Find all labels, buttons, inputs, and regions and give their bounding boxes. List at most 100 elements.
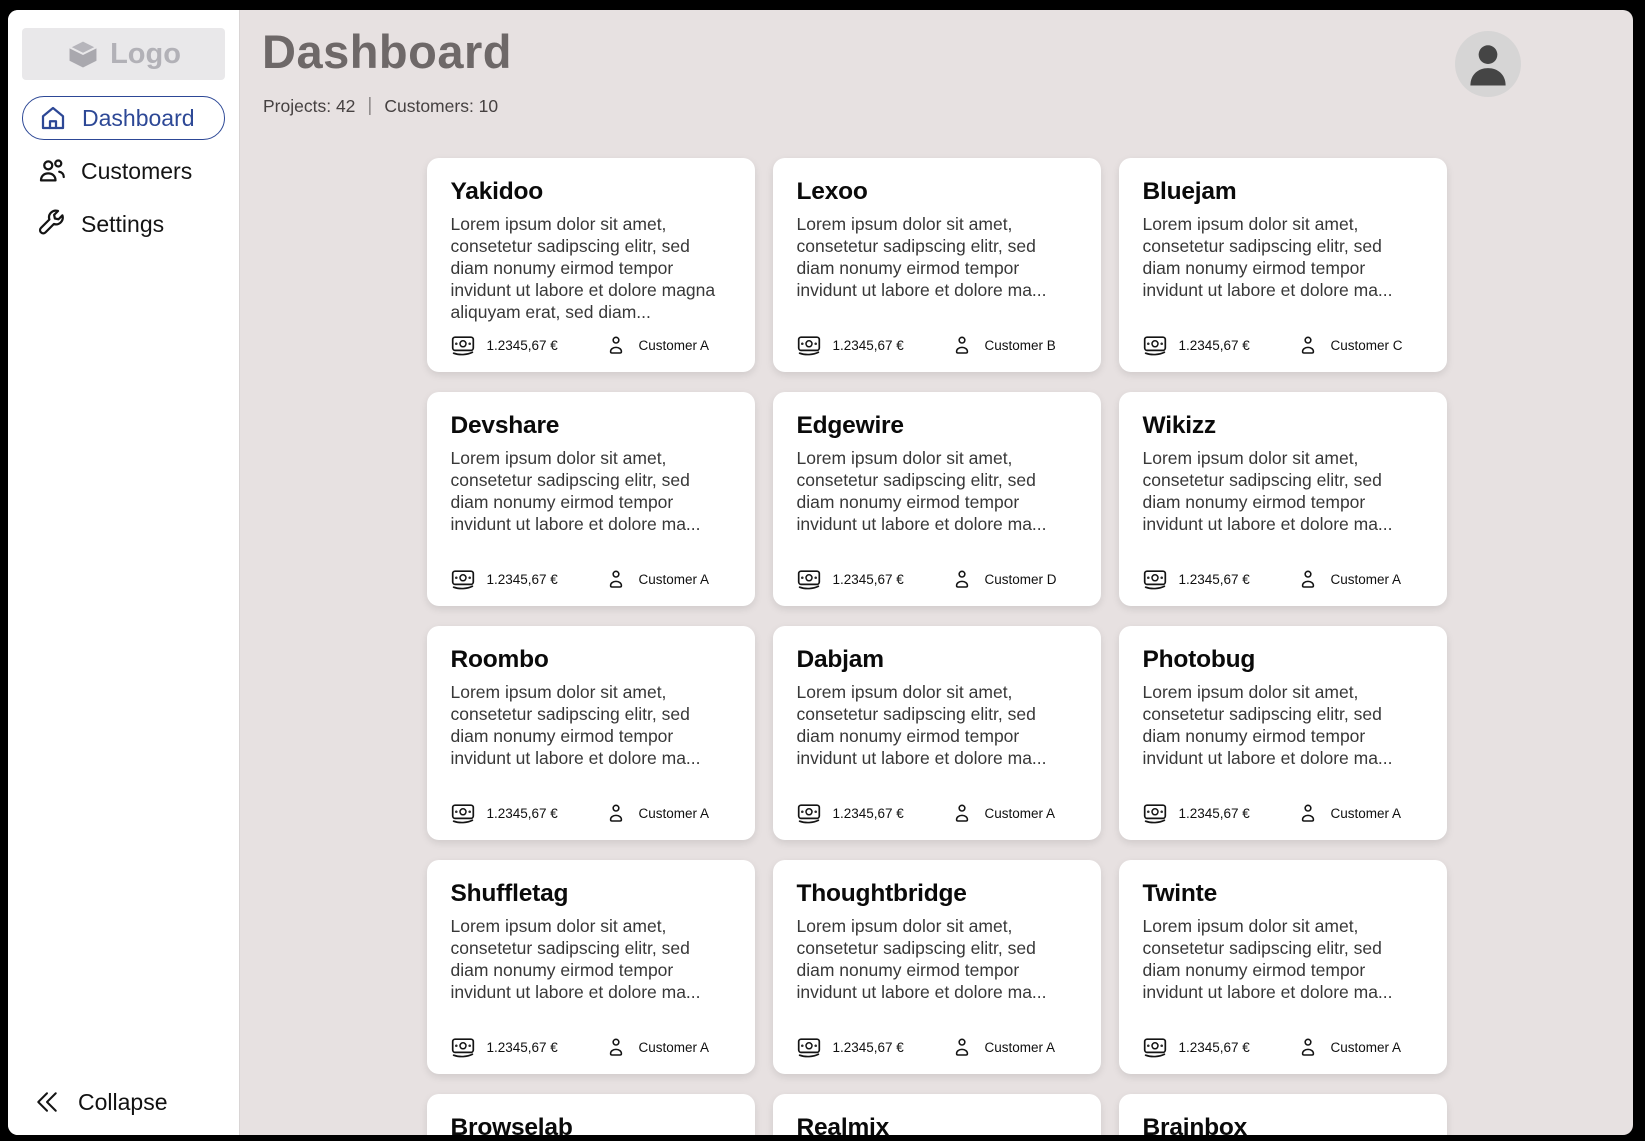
card-customer: Customer A: [1330, 571, 1402, 587]
card-title: Twinte: [1142, 880, 1218, 907]
sidebar-item-label: Customers: [81, 157, 193, 184]
card-title: Dabjam: [796, 646, 885, 673]
project-card[interactable]: Devshare Lorem ipsum dolor sit amet, con…: [426, 392, 755, 606]
card-footer: 1.2345,67 € Customer A: [451, 1036, 731, 1058]
card-customer: Customer C: [1330, 337, 1403, 353]
project-card[interactable]: Edgewire Lorem ipsum dolor sit amet, con…: [772, 392, 1101, 606]
card-title: Roombo: [450, 646, 549, 673]
collapse-button[interactable]: Collapse: [32, 1087, 168, 1117]
project-card-partial[interactable]: Brainbox: [1118, 1094, 1447, 1135]
sidebar-item-customers[interactable]: Customers: [22, 149, 225, 193]
banknote-icon: [451, 569, 475, 590]
card-footer: 1.2345,67 € Customer A: [797, 802, 1077, 824]
sidebar-item-label: Settings: [81, 210, 165, 237]
project-card[interactable]: Roombo Lorem ipsum dolor sit amet, conse…: [426, 626, 755, 840]
person-icon: [1297, 334, 1319, 356]
card-amount: 1.2345,67 €: [486, 571, 558, 587]
card-customer: Customer A: [638, 337, 710, 353]
card-footer: 1.2345,67 € Customer B: [797, 334, 1077, 356]
card-amount: 1.2345,67 €: [832, 805, 904, 821]
main-content: Dashboard Projects: 42 | Customers: 10 Y…: [240, 10, 1633, 1135]
card-customer: Customer A: [1330, 1039, 1402, 1055]
card-customer: Customer A: [984, 1039, 1056, 1055]
project-card[interactable]: Bluejam Lorem ipsum dolor sit amet, cons…: [1118, 158, 1447, 372]
card-description: Lorem ipsum dolor sit amet, consetetur s…: [796, 448, 1047, 534]
project-card[interactable]: Photobug Lorem ipsum dolor sit amet, con…: [1118, 626, 1447, 840]
card-footer: 1.2345,67 € Customer A: [451, 802, 731, 824]
double-chevron-left-icon: [32, 1087, 62, 1117]
banknote-icon: [797, 1037, 821, 1058]
card-title: Bluejam: [1142, 178, 1237, 205]
card-description: Lorem ipsum dolor sit amet, consetetur s…: [1142, 682, 1393, 768]
project-card[interactable]: Wikizz Lorem ipsum dolor sit amet, conse…: [1118, 392, 1447, 606]
card-title: Yakidoo: [450, 178, 544, 205]
card-amount: 1.2345,67 €: [486, 805, 558, 821]
sidebar-item-settings[interactable]: Settings: [22, 202, 225, 246]
project-card[interactable]: Lexoo Lorem ipsum dolor sit amet, conset…: [772, 158, 1101, 372]
wrench-icon: [37, 209, 67, 239]
card-description: Lorem ipsum dolor sit amet, consetetur s…: [796, 214, 1047, 300]
logo-label: Logo: [110, 37, 181, 70]
card-description: Lorem ipsum dolor sit amet, consetetur s…: [1142, 448, 1393, 534]
card-title: Browselab: [450, 1114, 573, 1135]
banknote-icon: [797, 803, 821, 824]
card-customer: Customer A: [638, 1039, 710, 1055]
customers-count: Customers: 10: [384, 95, 499, 116]
card-footer: 1.2345,67 € Customer C: [1143, 334, 1423, 356]
card-description: Lorem ipsum dolor sit amet, consetetur s…: [450, 682, 701, 768]
banknote-icon: [1143, 1037, 1167, 1058]
card-footer: 1.2345,67 € Customer A: [451, 334, 731, 356]
project-card[interactable]: Yakidoo Lorem ipsum dolor sit amet, cons…: [426, 158, 755, 372]
card-description: Lorem ipsum dolor sit amet, consetetur s…: [450, 214, 716, 322]
project-card[interactable]: Shuffletag Lorem ipsum dolor sit amet, c…: [426, 860, 755, 1074]
card-footer: 1.2345,67 € Customer A: [1143, 802, 1423, 824]
person-icon: [951, 1036, 973, 1058]
person-avatar-icon: [1470, 45, 1506, 86]
card-amount: 1.2345,67 €: [1178, 337, 1250, 353]
page-title: Dashboard: [262, 25, 512, 78]
person-icon: [951, 334, 973, 356]
user-avatar[interactable]: [1455, 31, 1521, 97]
person-icon: [951, 802, 973, 824]
person-icon: [605, 1036, 627, 1058]
card-amount: 1.2345,67 €: [1178, 805, 1250, 821]
card-amount: 1.2345,67 €: [486, 337, 558, 353]
person-icon: [1297, 802, 1319, 824]
home-icon: [38, 103, 68, 133]
projects-count: Projects: 42: [263, 95, 356, 116]
card-description: Lorem ipsum dolor sit amet, consetetur s…: [796, 682, 1047, 768]
card-title: Shuffletag: [450, 880, 569, 907]
card-description: Lorem ipsum dolor sit amet, consetetur s…: [1142, 214, 1393, 300]
project-card-grid: Yakidoo Lorem ipsum dolor sit amet, cons…: [426, 158, 1447, 1135]
stats-bar: Projects: 42 | Customers: 10: [263, 95, 1633, 117]
card-amount: 1.2345,67 €: [832, 571, 904, 587]
project-card[interactable]: Thoughtbridge Lorem ipsum dolor sit amet…: [772, 860, 1101, 1074]
project-card-partial[interactable]: Realmix: [772, 1094, 1101, 1135]
sidebar-item-label: Dashboard: [82, 104, 195, 131]
card-customer: Customer A: [984, 805, 1056, 821]
card-customer: Customer A: [638, 805, 710, 821]
card-title: Thoughtbridge: [796, 880, 967, 907]
card-title: Edgewire: [796, 412, 905, 439]
card-amount: 1.2345,67 €: [486, 1039, 558, 1055]
card-title: Photobug: [1142, 646, 1256, 673]
sidebar-item-dashboard[interactable]: Dashboard: [22, 96, 225, 140]
card-title: Lexoo: [796, 178, 868, 205]
sidebar: Logo Dashboard Customers: [8, 10, 240, 1135]
card-footer: 1.2345,67 € Customer A: [451, 568, 731, 590]
project-card-partial[interactable]: Browselab: [426, 1094, 755, 1135]
person-icon: [605, 568, 627, 590]
card-customer: Customer A: [638, 571, 710, 587]
project-card[interactable]: Twinte Lorem ipsum dolor sit amet, conse…: [1118, 860, 1447, 1074]
banknote-icon: [1143, 803, 1167, 824]
card-description: Lorem ipsum dolor sit amet, consetetur s…: [1142, 916, 1393, 1002]
card-amount: 1.2345,67 €: [832, 337, 904, 353]
person-icon: [1297, 1036, 1319, 1058]
card-amount: 1.2345,67 €: [1178, 1039, 1250, 1055]
project-card[interactable]: Dabjam Lorem ipsum dolor sit amet, conse…: [772, 626, 1101, 840]
card-title: Devshare: [450, 412, 560, 439]
person-icon: [605, 802, 627, 824]
banknote-icon: [797, 335, 821, 356]
card-customer: Customer B: [984, 337, 1056, 353]
customers-icon: [37, 156, 67, 186]
